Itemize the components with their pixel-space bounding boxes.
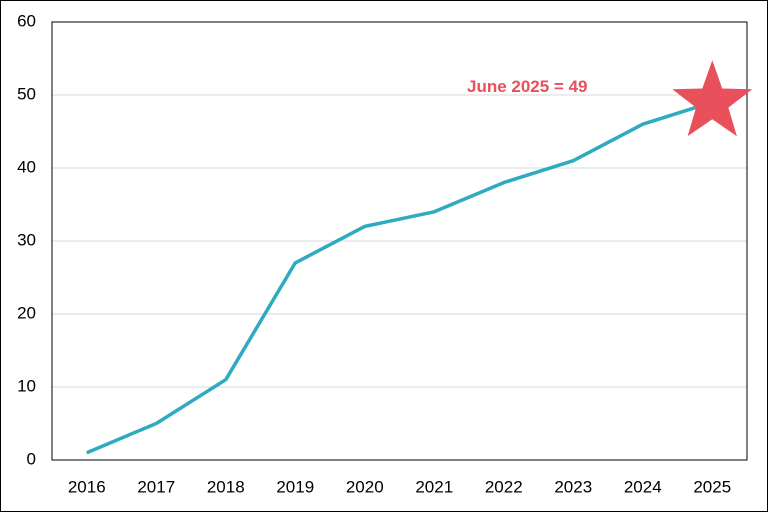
y-tick-label: 60 (17, 11, 36, 30)
x-tick-label: 2024 (624, 477, 662, 496)
x-tick-label: 2025 (693, 477, 731, 496)
x-tick-label: 2020 (346, 477, 384, 496)
x-tick-label: 2022 (485, 477, 523, 496)
y-tick-label: 10 (17, 376, 36, 395)
x-tick-label: 2019 (276, 477, 314, 496)
y-tick-label: 40 (17, 157, 36, 176)
x-tick-label: 2021 (415, 477, 453, 496)
y-tick-label: 0 (27, 449, 36, 468)
highlight-star (672, 60, 753, 137)
x-tick-label: 2018 (207, 477, 245, 496)
data-line (86, 100, 713, 455)
x-tick-label: 2017 (137, 477, 175, 496)
y-tick-label: 20 (17, 303, 36, 322)
y-tick-label: 30 (17, 230, 36, 249)
plot-border (51, 21, 748, 461)
y-tick-label: 50 (17, 84, 36, 103)
annotation: June 2025 = 49 (467, 77, 588, 96)
x-tick-label: 2016 (68, 477, 106, 496)
x-tick-label: 2023 (554, 477, 592, 496)
